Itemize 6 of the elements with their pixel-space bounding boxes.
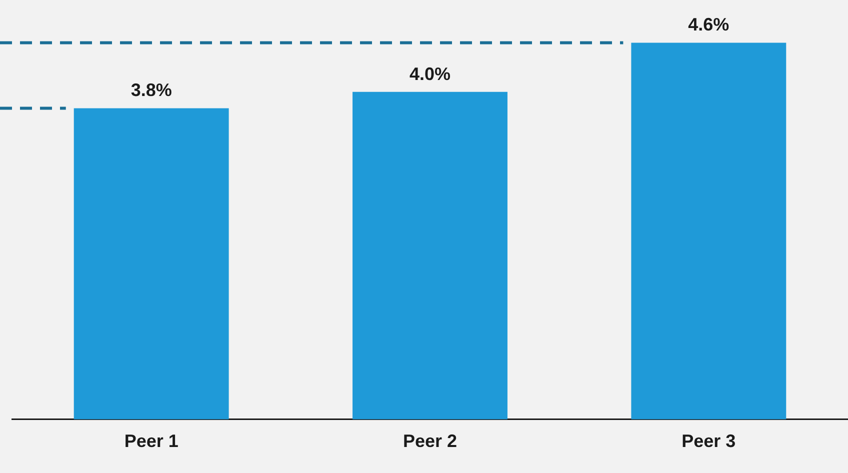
- data-label: 4.6%: [688, 14, 730, 35]
- data-label: 3.8%: [130, 80, 172, 100]
- x-tick-label: Peer 2: [402, 431, 458, 452]
- x-tick-label: Peer 3: [682, 431, 736, 452]
- x-tick-label: Peer 1: [124, 431, 178, 452]
- data-label: 4.0%: [409, 64, 451, 84]
